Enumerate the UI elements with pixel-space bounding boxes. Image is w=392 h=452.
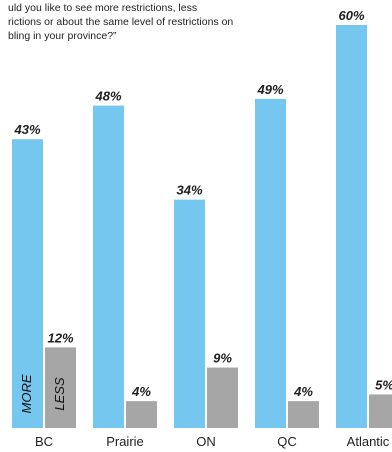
bar-prairie-less	[126, 401, 157, 428]
series-label-less: LESS	[52, 377, 67, 411]
bars-layer	[12, 25, 392, 428]
value-label-qc-more: 49%	[256, 82, 283, 97]
bar-bc-less	[45, 347, 76, 428]
bar-bc-more	[12, 139, 43, 428]
question-text: uld you like to see more restrictions, l…	[8, 2, 233, 42]
bar-on-less	[207, 367, 238, 428]
bar-atlantic-more	[336, 25, 367, 428]
category-label-prairie: Prairie	[106, 434, 144, 449]
value-label-on-more: 34%	[176, 183, 202, 198]
series-label-more: MORE	[19, 374, 34, 413]
category-label-bc: BC	[35, 434, 53, 449]
value-label-bc-more: 43%	[13, 122, 40, 137]
value-label-prairie-more: 48%	[94, 89, 121, 104]
value-label-qc-less: 4%	[293, 384, 313, 399]
question-line-2: rictions or about the same level of rest…	[8, 16, 233, 28]
bar-qc-less	[288, 401, 319, 428]
bar-atlantic-less	[369, 394, 392, 428]
value-label-bc-less: 12%	[47, 330, 73, 345]
category-label-qc: QC	[277, 434, 297, 449]
value-label-atlantic-more: 60%	[338, 8, 364, 23]
question-line-1: uld you like to see more restrictions, l…	[8, 2, 197, 14]
category-label-on: ON	[196, 434, 216, 449]
bar-on-more	[174, 199, 205, 428]
bar-qc-more	[255, 98, 286, 428]
bar-prairie-more	[93, 105, 124, 428]
value-label-atlantic-less: 5%	[375, 377, 392, 392]
value-label-prairie-less: 4%	[131, 384, 151, 399]
value-label-on-less: 9%	[213, 351, 232, 366]
category-label-atlantic: Atlantic	[347, 434, 390, 449]
labels-layer: 43% 12% BC 48% 4% Prairie 34% 9% ON 49% 4% QC 60% 5% A…	[13, 8, 392, 449]
question-line-3: bling in your province?”	[8, 30, 117, 42]
